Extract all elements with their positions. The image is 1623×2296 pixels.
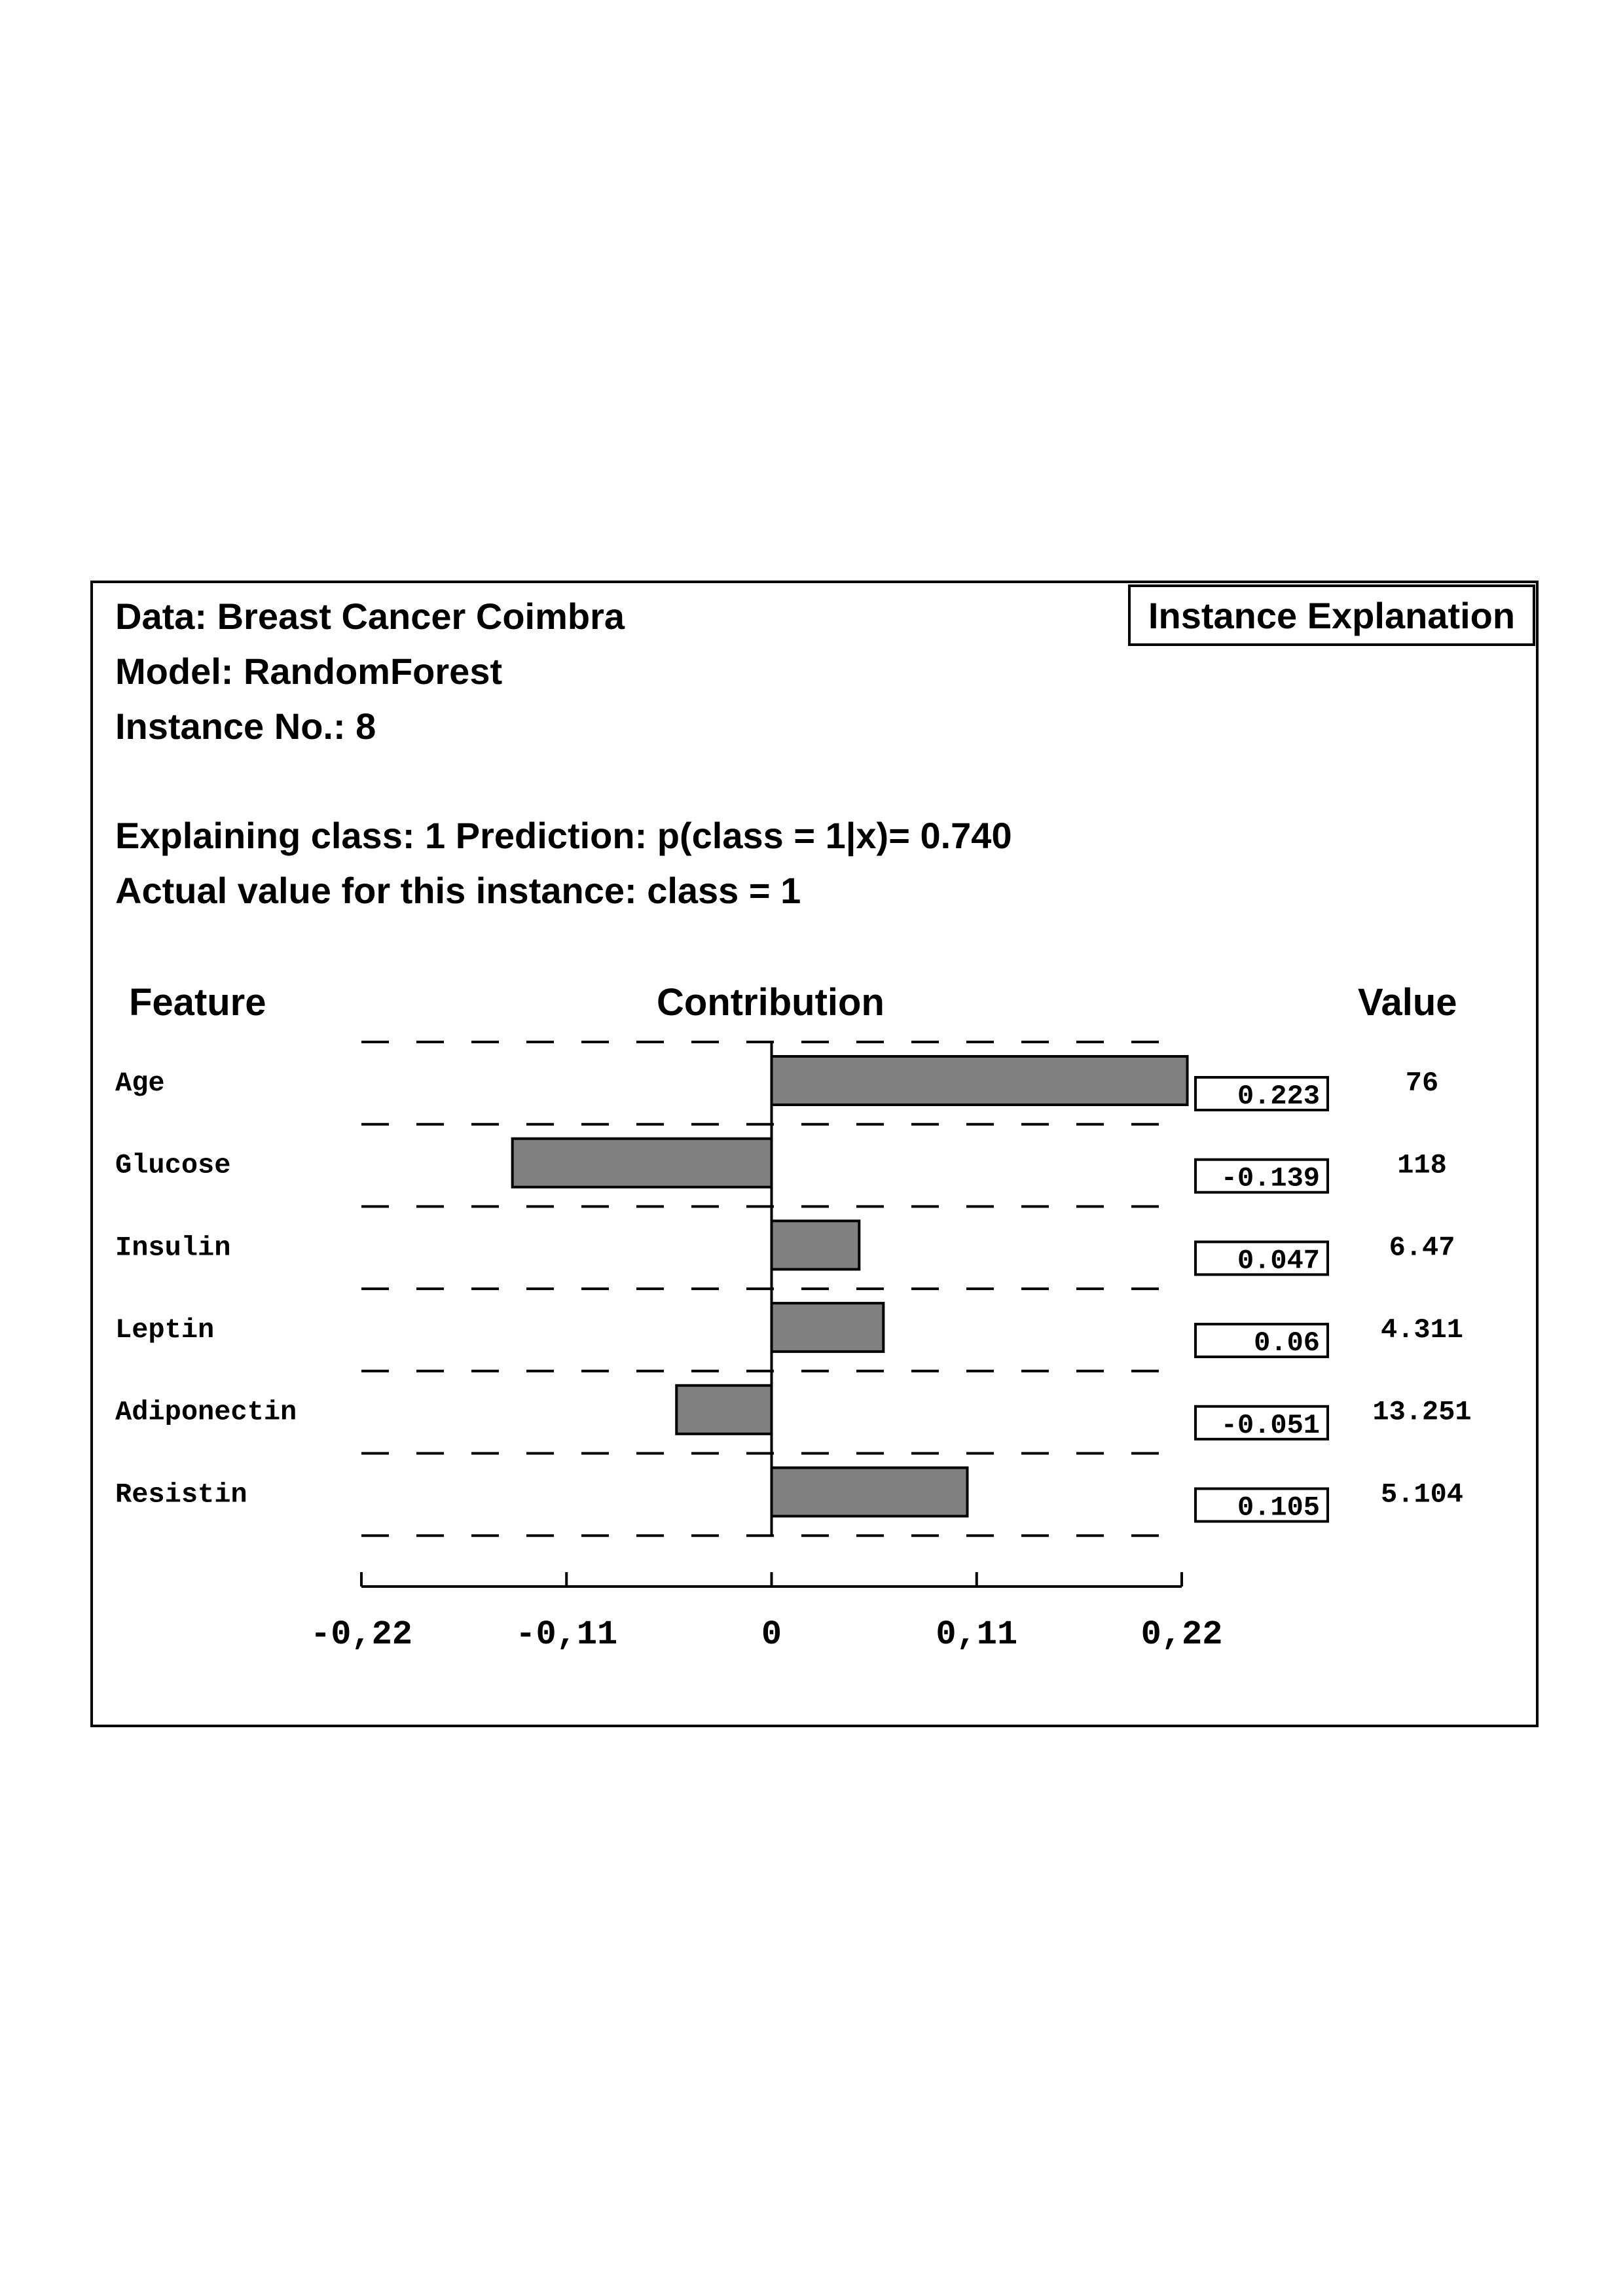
actual-line: Actual value for this instance: class = … [115,870,801,911]
contribution-bar [770,1466,969,1518]
contribution-bar [770,1055,1189,1106]
contribution-bar [511,1137,773,1189]
contribution-value-label: 0.223 [1237,1081,1320,1112]
instance-explanation-badge: Instance Explanation [1128,584,1535,646]
instance-line: Instance No.: 8 [115,706,376,747]
feature-value: 13.251 [1372,1397,1471,1428]
contribution-value-box [1194,1405,1329,1441]
x-tick-label: 0,22 [1141,1615,1223,1654]
contribution-value-box [1194,1323,1329,1359]
x-tick-label: -0,22 [310,1615,412,1654]
contribution-column-header: Contribution [657,981,884,1024]
contribution-value-box [1194,1487,1329,1523]
feature-label: Leptin [115,1314,214,1346]
feature-value: 4.311 [1381,1314,1463,1346]
contribution-bar [770,1219,861,1271]
value-column-header: Value [1358,981,1457,1024]
contribution-value-label: 0.06 [1254,1327,1320,1359]
contribution-value-box [1194,1240,1329,1276]
contribution-value-box [1194,1076,1329,1111]
feature-label: Resistin [115,1479,247,1510]
data-line: Data: Breast Cancer Coimbra [115,596,625,637]
feature-value: 118 [1397,1150,1447,1181]
feature-column-header: Feature [129,981,266,1024]
explanation-panel [90,581,1539,1727]
model-line: Model: RandomForest [115,651,503,692]
feature-value: 5.104 [1381,1479,1463,1510]
contribution-value-label: -0.139 [1221,1163,1320,1194]
feature-label: Insulin [115,1232,230,1263]
contribution-bar [675,1384,773,1435]
contribution-value-box [1194,1158,1329,1194]
feature-value: 6.47 [1389,1232,1455,1263]
x-tick-label: 0 [761,1615,782,1654]
contribution-value-label: 0.105 [1237,1492,1320,1524]
x-tick-label: 0,11 [936,1615,1017,1654]
x-tick-label: -0,11 [515,1615,617,1654]
feature-label: Age [115,1067,165,1099]
contribution-value-label: 0.047 [1237,1245,1320,1276]
feature-label: Glucose [115,1150,230,1181]
feature-label: Adiponectin [115,1397,297,1428]
feature-value: 76 [1406,1067,1438,1099]
contribution-value-label: -0.051 [1221,1410,1320,1441]
contribution-bar [770,1302,885,1354]
explaining-line: Explaining class: 1 Prediction: p(class … [115,815,1012,856]
